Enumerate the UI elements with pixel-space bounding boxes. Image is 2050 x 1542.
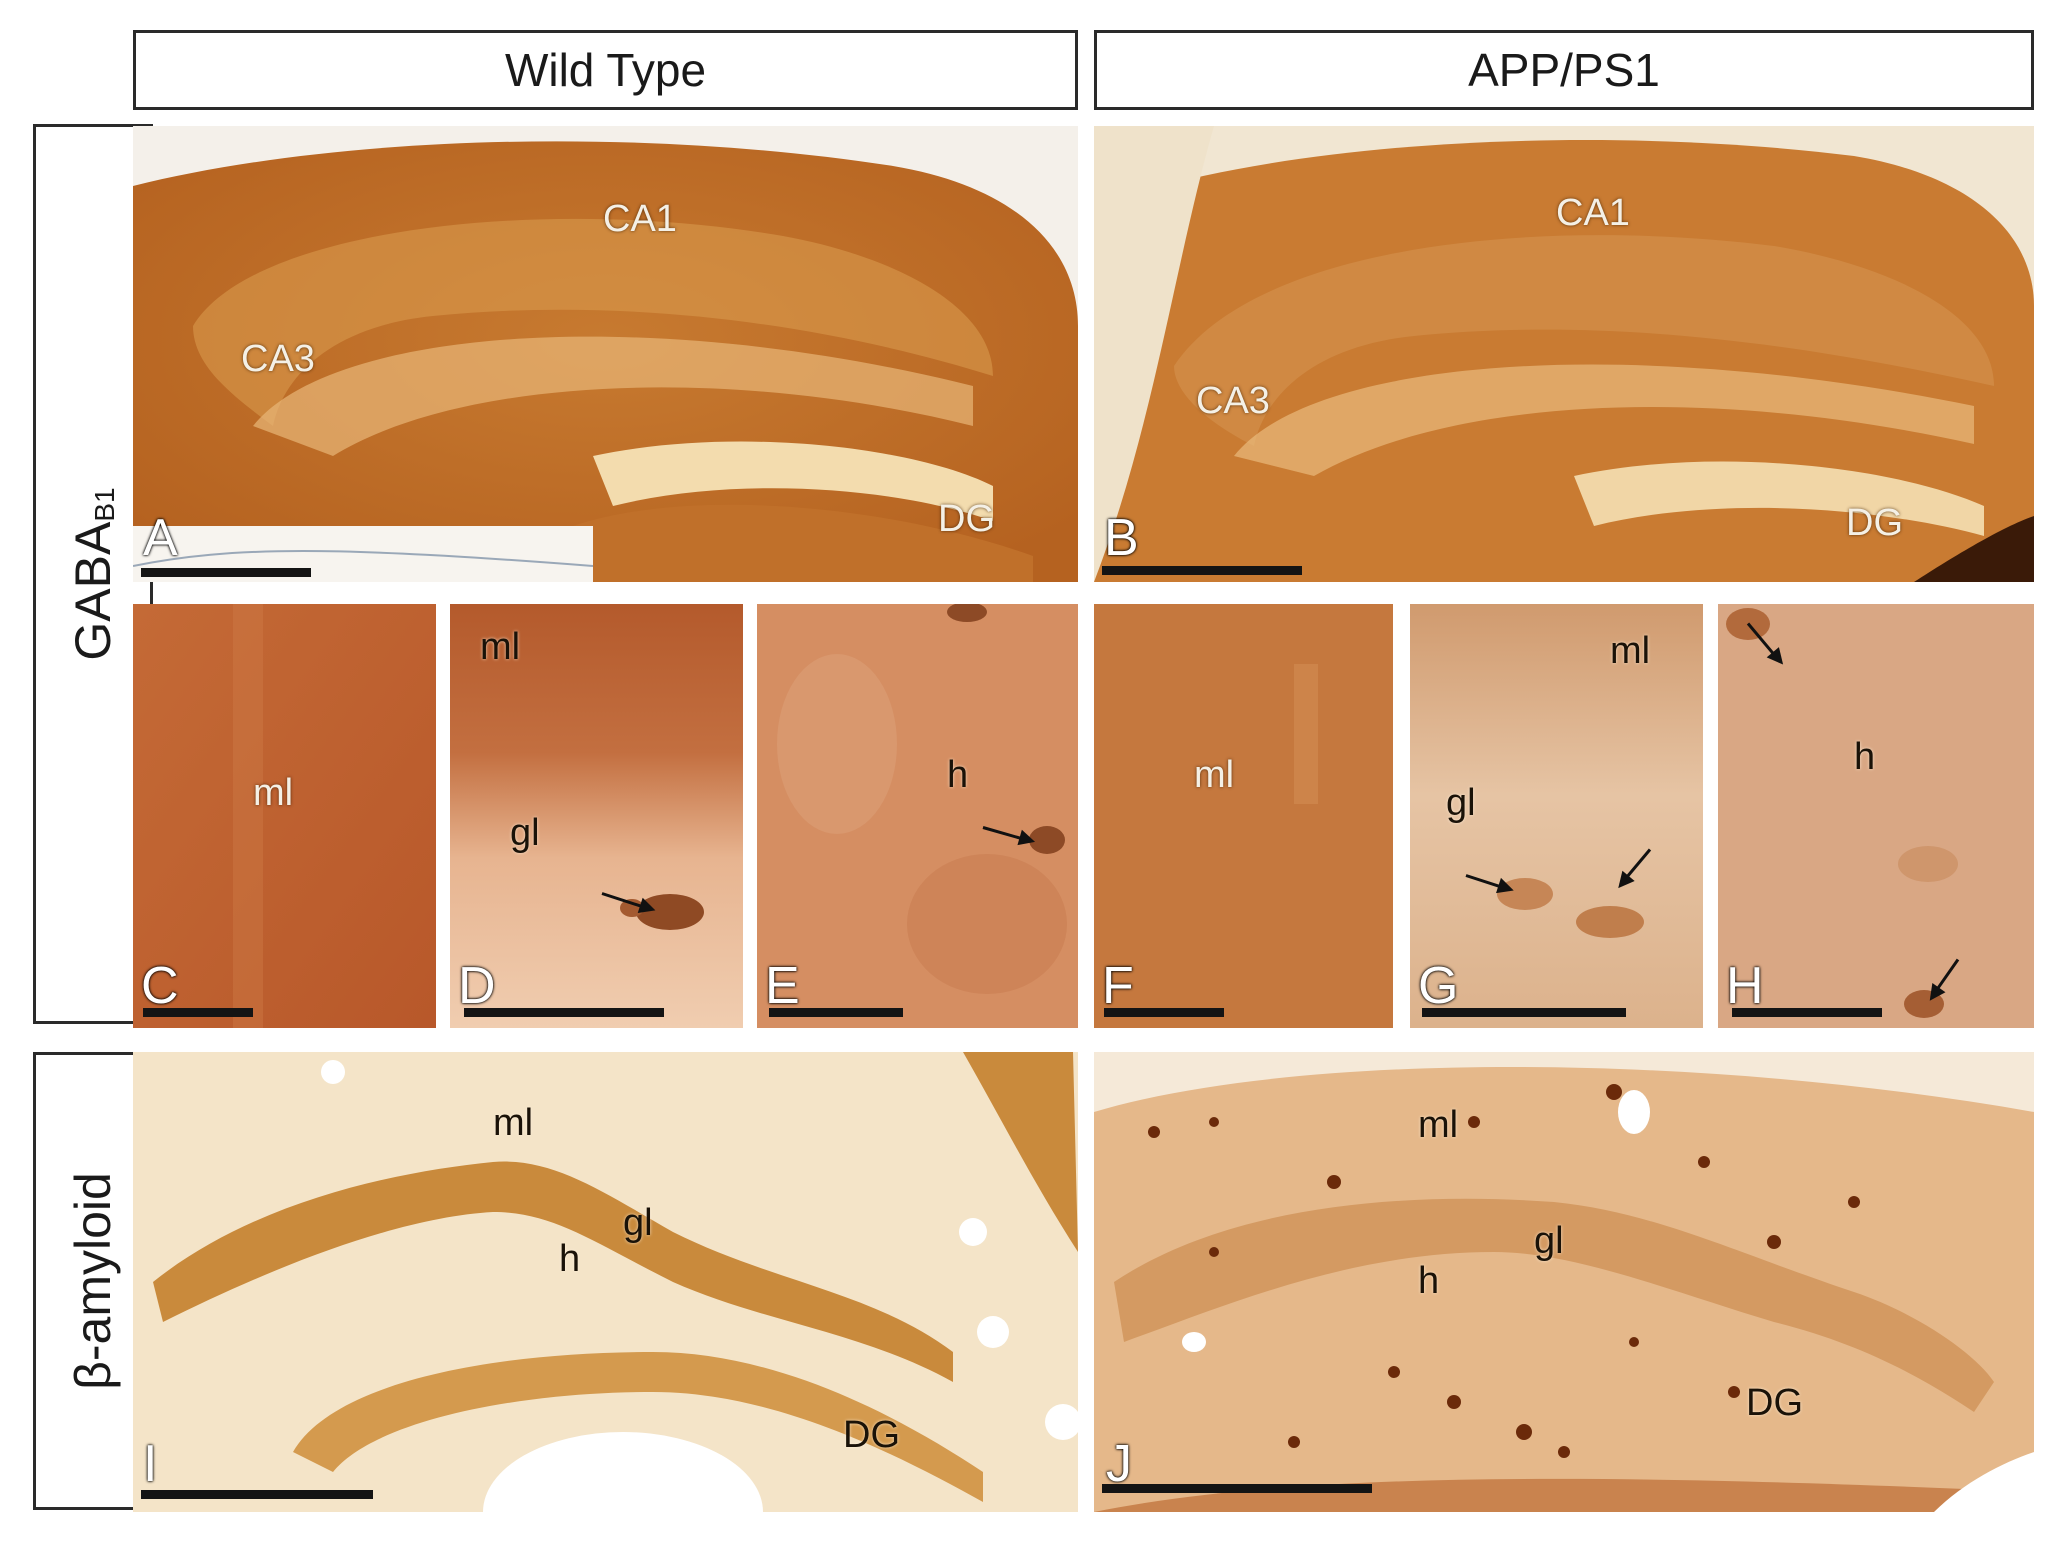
panel-letter-g: G [1418, 957, 1459, 1015]
panel-b-hippocampus-app-ps1: CA1 CA3 DG B [1094, 126, 2034, 582]
panel-e-image [757, 604, 1078, 1028]
region-label-gl: gl [510, 812, 540, 854]
panel-j-image [1094, 1052, 2034, 1512]
region-label-h: h [1418, 1260, 1440, 1302]
panel-letter-c: C [141, 957, 179, 1015]
panel-letter-i: I [143, 1435, 158, 1493]
panel-letter-a: A [143, 509, 178, 567]
region-label-ml: ml [253, 772, 294, 814]
panel-d-granular-layer-wild-type: ml gl D [450, 604, 743, 1028]
header-app-ps1-label: APP/PS1 [1468, 44, 1660, 96]
scale-bar-e [769, 1008, 903, 1017]
panel-j-amyloid-app-ps1: ml gl h DG J [1094, 1052, 2034, 1512]
region-label-gl: gl [1446, 782, 1476, 824]
region-label-dg: DG [1746, 1382, 1803, 1424]
region-label-dg: DG [843, 1414, 900, 1456]
scale-bar-i [141, 1490, 373, 1499]
region-label-ca1: CA1 [1556, 192, 1630, 234]
header-wild-type-label: Wild Type [504, 44, 707, 96]
row-label-gaba-text: GABAB1 [64, 487, 122, 660]
panel-letter-j: J [1106, 1435, 1132, 1493]
panel-c-image [133, 604, 436, 1028]
region-label-dg: DG [938, 498, 995, 540]
scale-bar-h [1732, 1008, 1882, 1017]
panel-g-image [1410, 604, 1703, 1028]
panel-f-molecular-layer-app-ps1: ml F [1094, 604, 1393, 1028]
panel-a-hippocampus-wild-type: CA1 CA3 DG A [133, 126, 1078, 582]
region-label-ml: ml [480, 626, 521, 668]
panel-c-molecular-layer-wild-type: ml C [133, 604, 436, 1028]
region-label-ml: ml [1610, 630, 1651, 672]
gaba-sub-text: B1 [89, 487, 120, 522]
region-label-dg: DG [1846, 502, 1903, 544]
scale-bar-b [1102, 566, 1302, 575]
panel-d-image [450, 604, 743, 1028]
scale-bar-d [464, 1008, 664, 1017]
scale-bar-j [1102, 1484, 1372, 1493]
panel-e-hilus-wild-type: h E [757, 604, 1078, 1028]
panel-letter-d: D [458, 957, 496, 1015]
region-label-ca1: CA1 [603, 198, 677, 240]
panel-g-granular-layer-app-ps1: ml gl G [1410, 604, 1703, 1028]
panel-h-hilus-app-ps1: h H [1718, 604, 2034, 1028]
scale-bar-g [1422, 1008, 1626, 1017]
region-label-ca3: CA3 [241, 338, 315, 380]
region-label-gl: gl [1534, 1220, 1564, 1262]
panel-letter-h: H [1726, 957, 1764, 1015]
region-label-h: h [1854, 736, 1876, 778]
panel-letter-e: E [765, 957, 800, 1015]
panel-h-image [1718, 604, 2034, 1028]
panel-letter-f: F [1102, 957, 1134, 1015]
scale-bar-f [1104, 1008, 1224, 1017]
region-label-gl: gl [623, 1202, 653, 1244]
panel-f-image [1094, 604, 1393, 1028]
region-label-ca3: CA3 [1196, 380, 1270, 422]
gaba-main-text: GABA [65, 521, 121, 661]
row-label-amyloid-text: β-amyloid [65, 1172, 121, 1390]
panel-letter-b: B [1104, 509, 1139, 567]
header-app-ps1: APP/PS1 [1094, 30, 2034, 110]
scale-bar-a [141, 568, 311, 577]
panel-a-image [133, 126, 1078, 582]
region-label-h: h [947, 754, 969, 796]
panel-i-image [133, 1052, 1078, 1512]
region-label-h: h [559, 1238, 581, 1280]
scale-bar-c [143, 1008, 253, 1017]
region-label-ml: ml [1418, 1104, 1459, 1146]
header-wild-type: Wild Type [133, 30, 1078, 110]
region-label-ml: ml [493, 1102, 534, 1144]
panel-b-image [1094, 126, 2034, 582]
region-label-ml: ml [1194, 754, 1235, 796]
panel-i-amyloid-wild-type: ml gl h DG I [133, 1052, 1078, 1512]
